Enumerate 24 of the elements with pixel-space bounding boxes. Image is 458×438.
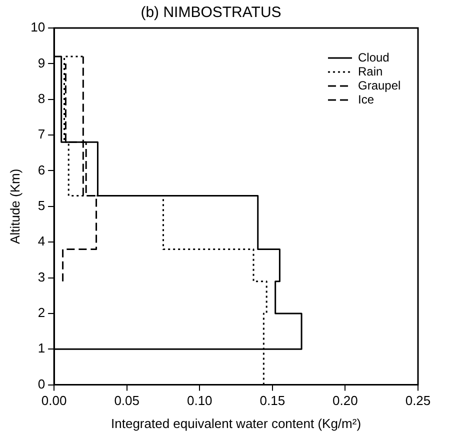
legend-label: Graupel bbox=[358, 78, 401, 92]
y-tick-label: 3 bbox=[38, 269, 46, 284]
legend-label: Ice bbox=[358, 92, 374, 106]
y-tick-label: 2 bbox=[38, 305, 46, 320]
y-tick-label: 10 bbox=[30, 20, 46, 35]
x-tick-label: 0.00 bbox=[41, 393, 67, 408]
chart-title: (b) NIMBOSTRATUS bbox=[140, 4, 282, 22]
y-tick-label: 0 bbox=[38, 376, 46, 392]
legend-label: Cloud bbox=[358, 50, 390, 64]
x-tick-label: 0.15 bbox=[260, 393, 286, 408]
legend-label: Rain bbox=[358, 64, 383, 78]
x-tick-label: 0.05 bbox=[114, 393, 140, 408]
x-axis-title: Integrated equivalent water content (Kg/m²) bbox=[111, 416, 362, 431]
y-axis-title: Altitude (Km) bbox=[7, 168, 22, 244]
y-tick-label: 6 bbox=[38, 162, 46, 178]
y-tick-label: 4 bbox=[38, 234, 46, 249]
y-tick-label: 8 bbox=[38, 90, 46, 106]
y-tick-label: 7 bbox=[38, 126, 46, 142]
x-tick-label: 0.10 bbox=[186, 393, 212, 408]
y-tick-label: 9 bbox=[38, 55, 46, 70]
y-tick-label: 1 bbox=[38, 340, 46, 356]
x-tick-label: 0.25 bbox=[405, 393, 431, 408]
x-tick-label: 0.20 bbox=[332, 393, 358, 408]
y-tick-label: 5 bbox=[38, 198, 46, 213]
